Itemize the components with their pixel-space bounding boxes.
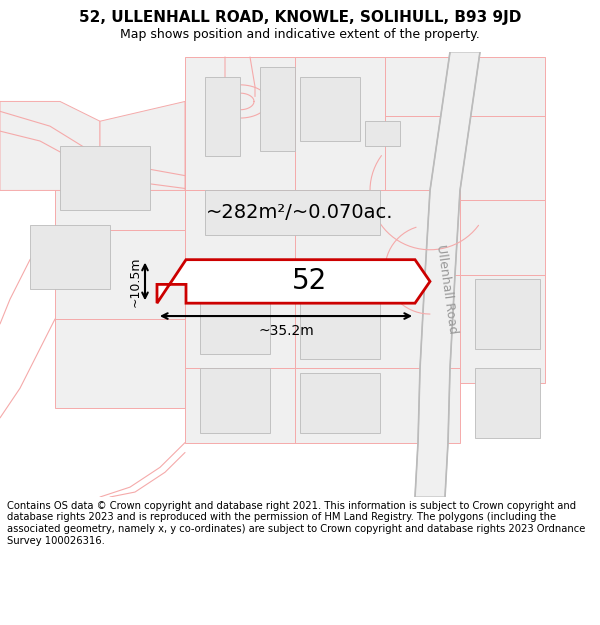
Polygon shape — [55, 141, 185, 230]
Polygon shape — [200, 284, 270, 354]
Polygon shape — [200, 369, 270, 432]
Text: ~10.5m: ~10.5m — [129, 256, 142, 307]
Polygon shape — [475, 369, 540, 438]
Text: Ullenhall Road: Ullenhall Road — [434, 244, 460, 335]
Polygon shape — [55, 230, 185, 319]
Text: ~282m²/~0.070ac.: ~282m²/~0.070ac. — [206, 203, 394, 222]
Polygon shape — [300, 373, 380, 432]
Text: ~35.2m: ~35.2m — [258, 324, 314, 338]
Polygon shape — [295, 191, 460, 274]
Polygon shape — [475, 279, 540, 349]
Text: 52: 52 — [292, 268, 328, 296]
Polygon shape — [295, 369, 460, 442]
Polygon shape — [295, 274, 460, 369]
Polygon shape — [385, 116, 460, 205]
Polygon shape — [185, 57, 295, 191]
Polygon shape — [205, 191, 380, 235]
Polygon shape — [60, 146, 150, 210]
Polygon shape — [415, 52, 480, 497]
Polygon shape — [300, 77, 360, 141]
Polygon shape — [295, 57, 385, 191]
Polygon shape — [30, 225, 110, 289]
Polygon shape — [55, 319, 185, 408]
Polygon shape — [185, 191, 295, 279]
Polygon shape — [460, 274, 545, 383]
Polygon shape — [185, 274, 295, 369]
Polygon shape — [157, 259, 430, 303]
Polygon shape — [385, 57, 545, 116]
Text: Contains OS data © Crown copyright and database right 2021. This information is : Contains OS data © Crown copyright and d… — [7, 501, 586, 546]
Polygon shape — [365, 121, 400, 146]
Polygon shape — [185, 369, 295, 442]
Polygon shape — [460, 111, 545, 201]
Polygon shape — [205, 77, 240, 156]
Polygon shape — [300, 289, 380, 359]
Text: 52, ULLENHALL ROAD, KNOWLE, SOLIHULL, B93 9JD: 52, ULLENHALL ROAD, KNOWLE, SOLIHULL, B9… — [79, 11, 521, 26]
Polygon shape — [100, 101, 185, 191]
Polygon shape — [460, 201, 545, 274]
Polygon shape — [260, 67, 295, 151]
Text: Map shows position and indicative extent of the property.: Map shows position and indicative extent… — [120, 28, 480, 41]
Polygon shape — [0, 101, 100, 191]
